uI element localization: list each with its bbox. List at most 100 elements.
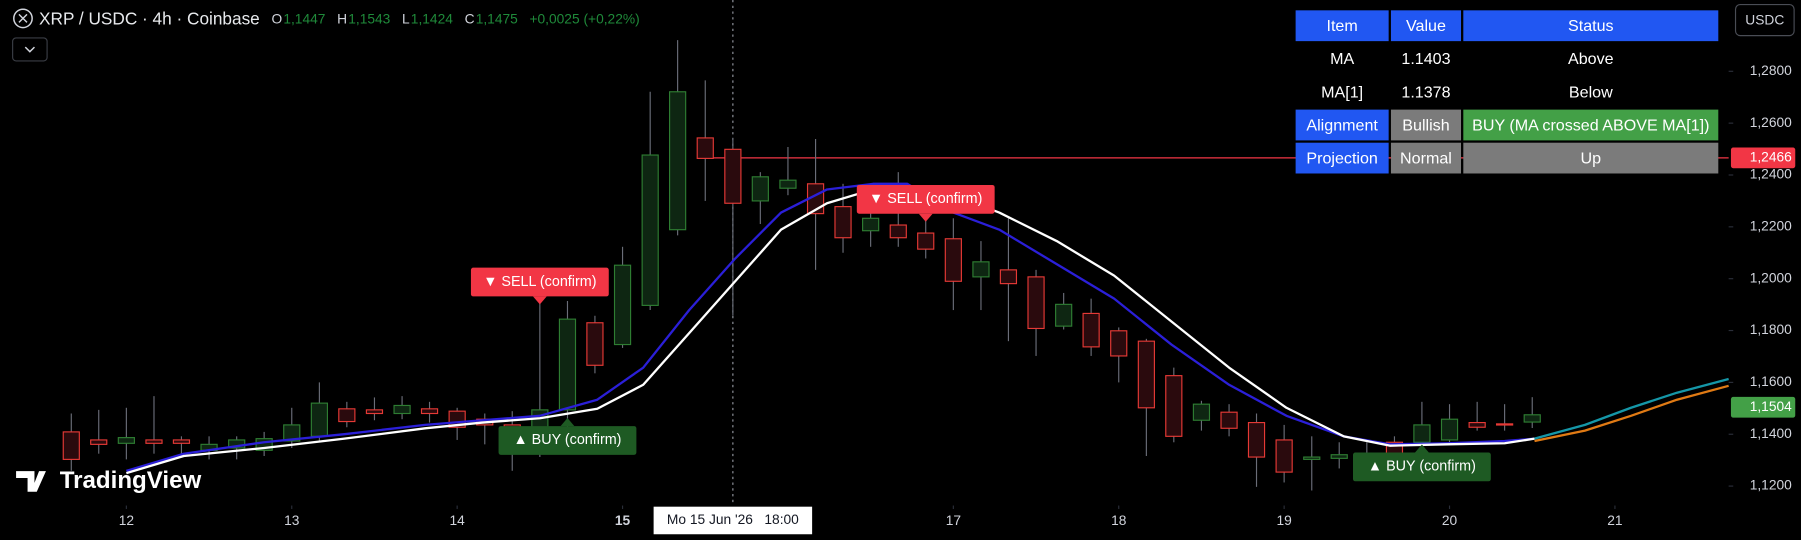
candle-body bbox=[834, 206, 852, 239]
candle-body bbox=[1523, 414, 1541, 423]
signal-box bbox=[856, 184, 995, 214]
y-tick-label: 1,1400 bbox=[1750, 426, 1792, 441]
signal-box bbox=[470, 267, 609, 297]
ohlc-value: 1,1447 bbox=[283, 11, 325, 26]
table-cell bbox=[1463, 10, 1719, 42]
ohlc-key: H bbox=[337, 11, 347, 26]
signal-box bbox=[498, 426, 637, 455]
table-cell bbox=[1390, 109, 1462, 141]
crosshair-label: Mo 15 Jun '26 18:00 bbox=[667, 512, 799, 527]
candle-body bbox=[62, 431, 80, 460]
candle-body bbox=[972, 261, 990, 278]
table-cell-text: 1.1378 bbox=[1401, 83, 1450, 101]
candle-body bbox=[393, 404, 411, 415]
candle-body bbox=[1330, 454, 1348, 459]
y-tick-label: 1,2600 bbox=[1750, 115, 1792, 130]
currency: USDC bbox=[1745, 12, 1784, 27]
currency-button[interactable] bbox=[1734, 4, 1795, 37]
table-cell-text: Alignment bbox=[1306, 116, 1378, 134]
table-cell-text: Normal bbox=[1400, 149, 1452, 167]
collapse-button[interactable] bbox=[12, 37, 48, 62]
candle-body bbox=[1192, 403, 1211, 421]
candle-body bbox=[641, 154, 659, 306]
candle-body bbox=[1495, 423, 1514, 426]
table-cell bbox=[1295, 142, 1389, 174]
candle-body bbox=[779, 179, 797, 189]
candle-body bbox=[1247, 421, 1266, 458]
table-cell-text: Below bbox=[1569, 83, 1613, 101]
candle-body bbox=[145, 439, 163, 444]
table-cell bbox=[1295, 10, 1389, 42]
signal-label: ▲ BUY (confirm) bbox=[513, 432, 621, 448]
overlay: 1,2800 1,2600 1,2400 1,2200 1,2000 1,1800 1,16… bbox=[119, 63, 1796, 535]
candle-body bbox=[365, 409, 384, 415]
y-tick-label: 1,2000 bbox=[1750, 270, 1792, 285]
candle-body bbox=[1275, 439, 1293, 473]
header-legend: XRP / USDC · 4h · Coinbase O1,1447 H1,15… bbox=[39, 8, 640, 28]
table-header: Value bbox=[1406, 17, 1446, 35]
candle-body bbox=[283, 424, 301, 442]
y-tick-label: 1,2400 bbox=[1750, 167, 1792, 182]
candle-body bbox=[1082, 312, 1100, 348]
candle-body bbox=[1055, 303, 1073, 327]
candle-body bbox=[751, 176, 769, 202]
candle-body bbox=[1110, 330, 1128, 357]
logo-icon bbox=[16, 471, 46, 492]
candle-body bbox=[1137, 340, 1155, 409]
x-tick-label: 14 bbox=[449, 513, 465, 528]
ohlc-key: C bbox=[465, 11, 475, 26]
ohlc-value: 1,1475 bbox=[476, 11, 518, 26]
y-tick-label: 1,1200 bbox=[1750, 478, 1792, 493]
y-tick-label: 1,1800 bbox=[1750, 322, 1792, 337]
table-cell-text: Bullish bbox=[1402, 116, 1449, 134]
candle-body bbox=[117, 437, 135, 444]
table-cell-text: Projection bbox=[1306, 149, 1377, 167]
y-tick-label: 1,2800 bbox=[1750, 63, 1792, 78]
candle-body bbox=[1440, 418, 1459, 441]
table-cell-text: 1.1403 bbox=[1401, 50, 1450, 68]
signal-label: ▲ BUY (confirm) bbox=[1368, 459, 1476, 475]
candle-body bbox=[1468, 421, 1486, 428]
table-cell bbox=[1390, 142, 1462, 174]
crosshair-label-box bbox=[653, 506, 813, 535]
signal-pointer bbox=[560, 418, 575, 427]
table-cell bbox=[1295, 109, 1389, 141]
close-icon[interactable] bbox=[13, 8, 33, 29]
ma-line bbox=[126, 182, 1535, 472]
signal-pointer bbox=[1415, 444, 1429, 453]
candle-body bbox=[669, 91, 687, 231]
ohlc-key: O bbox=[271, 11, 282, 26]
table-cell-text: BUY (MA crossed ABOVE MA[1]) bbox=[1472, 116, 1709, 134]
x-tick-label: 15 bbox=[615, 513, 631, 528]
candle-body bbox=[1413, 424, 1431, 443]
x-tick-label: 18 bbox=[1111, 513, 1127, 528]
signal-box bbox=[1352, 452, 1491, 482]
table-cell bbox=[1463, 142, 1719, 174]
candle-body bbox=[172, 439, 191, 444]
candle-body bbox=[586, 322, 604, 366]
price-tag bbox=[1730, 396, 1796, 418]
candle-body bbox=[724, 148, 742, 204]
table-cell bbox=[1463, 109, 1719, 141]
signal-label: ▼ SELL (confirm) bbox=[869, 191, 982, 207]
candle-body bbox=[1220, 411, 1238, 429]
chevron bbox=[24, 46, 35, 53]
candle-body bbox=[917, 232, 935, 250]
y-tick-label: 1,2200 bbox=[1750, 218, 1792, 233]
plot-area bbox=[62, 0, 1729, 506]
ohlc-key: L bbox=[402, 11, 410, 26]
x-tick-label: 20 bbox=[1442, 513, 1458, 528]
price-tag bbox=[1730, 147, 1796, 169]
table-cell-text: MA bbox=[1330, 50, 1354, 68]
x-tick-label: 13 bbox=[284, 513, 300, 528]
x-tick-label: 21 bbox=[1607, 513, 1622, 528]
ma-line bbox=[1534, 384, 1729, 443]
signal-label: ▼ SELL (confirm) bbox=[483, 274, 596, 290]
table-header: Status bbox=[1568, 17, 1614, 35]
candle-body bbox=[1165, 375, 1183, 437]
symbol: XRP / USDC · 4h · Coinbase bbox=[39, 8, 260, 28]
candle-body bbox=[613, 264, 632, 346]
